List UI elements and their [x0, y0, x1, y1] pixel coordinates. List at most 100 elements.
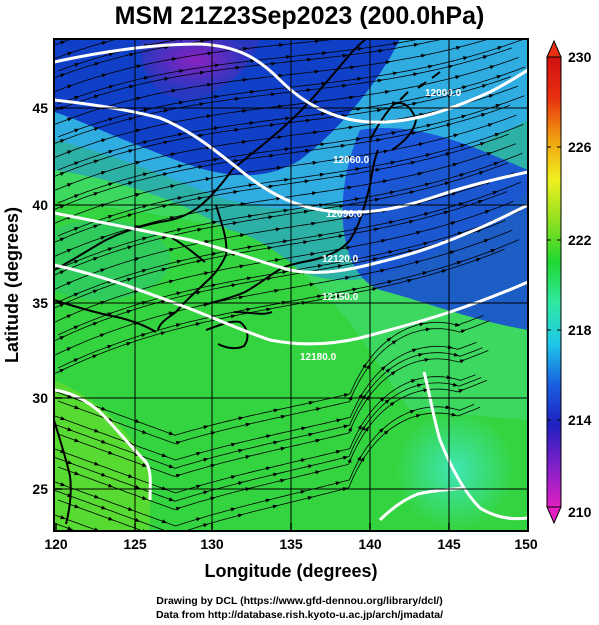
- wind-arrowhead: [315, 438, 321, 443]
- wind-arrowhead: [383, 149, 389, 154]
- wind-arrowhead: [365, 364, 371, 370]
- contour-label: 12000.0: [425, 88, 462, 99]
- wind-arrowhead: [107, 215, 114, 219]
- wind-arrowhead: [388, 250, 394, 255]
- credit-drawing: Drawing by DCL (https://www.gfd-dennou.o…: [156, 595, 443, 607]
- wind-streamline: [57, 39, 184, 72]
- wind-arrowhead: [203, 490, 209, 495]
- wind-arrowhead: [310, 252, 316, 257]
- wind-arrowhead: [74, 537, 79, 541]
- wind-streamline: [54, 172, 515, 291]
- wind-streamline: [54, 404, 475, 527]
- wind-arrowhead: [425, 153, 431, 158]
- wind-arrowhead: [490, 249, 496, 253]
- wind-arrowhead: [308, 27, 313, 31]
- wind-arrowhead: [197, 196, 203, 201]
- wind-arrowhead: [203, 425, 209, 430]
- wind-arrowhead: [457, 231, 463, 236]
- wind-arrowhead: [377, 78, 383, 83]
- wind-arrowhead: [93, 159, 100, 164]
- wind-arrowhead: [315, 407, 322, 412]
- wind-arrowhead: [101, 73, 107, 78]
- axis-ticks: [54, 107, 450, 531]
- wind-arrowhead: [66, 281, 72, 286]
- wind-arrowhead: [196, 451, 202, 456]
- wind-arrowhead: [347, 457, 352, 464]
- wind-arrowhead: [496, 75, 502, 79]
- wind-arrowhead: [203, 523, 209, 528]
- wind-arrowhead: [66, 314, 72, 319]
- wind-streamline: [54, 514, 100, 531]
- wind-arrowhead: [93, 192, 99, 196]
- wind-arrowhead: [497, 46, 503, 50]
- wind-streamline: [57, 181, 522, 303]
- wind-arrowhead: [196, 290, 202, 295]
- wind-arrowhead: [354, 197, 360, 202]
- wind-arrowhead: [278, 73, 284, 78]
- wind-streamline: [57, 152, 523, 270]
- wind-arrowhead: [357, 455, 362, 461]
- wind-arrowhead: [314, 69, 320, 74]
- wind-arrowhead: [343, 455, 349, 460]
- wind-arrowhead: [127, 213, 133, 218]
- wind-streamline: [57, 124, 524, 237]
- wind-arrowhead: [243, 46, 249, 51]
- wind-arrowhead: [459, 359, 465, 364]
- wind-arrowhead: [342, 83, 348, 88]
- wind-streamline: [57, 239, 520, 369]
- wind-arrowhead: [241, 140, 247, 145]
- wind-arrowhead: [385, 368, 391, 373]
- x-tick-label: 145: [437, 536, 461, 552]
- wind-arrowhead: [461, 114, 467, 119]
- wind-arrowhead: [242, 109, 248, 113]
- wind-arrowhead: [480, 142, 486, 146]
- wind-arrowhead: [59, 237, 65, 242]
- wind-arrowhead: [107, 345, 113, 349]
- colorbar-top-arrow: [546, 39, 562, 58]
- wind-arrowhead: [199, 102, 205, 107]
- wind-arrowhead: [74, 128, 80, 133]
- wind-arrowhead: [204, 271, 210, 276]
- wind-arrowhead: [74, 405, 80, 410]
- wind-arrowhead: [417, 383, 423, 388]
- wind-arrowhead: [134, 518, 141, 522]
- wind-streamline: [54, 104, 511, 211]
- wind-streamline: [54, 406, 481, 531]
- wind-arrowhead: [425, 327, 431, 332]
- wind-arrowhead: [357, 77, 363, 81]
- wind-arrowhead: [246, 307, 252, 312]
- contour-label: 12060.0: [333, 155, 370, 166]
- wind-arrowhead: [178, 132, 184, 137]
- wind-arrowhead: [142, 172, 149, 177]
- wind-arrowhead: [280, 414, 287, 419]
- wind-arrowhead: [486, 152, 493, 156]
- colorbar: 230 226 222 218 214 210: [546, 39, 592, 525]
- wind-arrowhead: [169, 247, 175, 252]
- y-tick-label: 35: [32, 295, 48, 311]
- wind-arrowhead: [318, 233, 324, 238]
- wind-arrowhead: [211, 252, 218, 256]
- wind-arrowhead: [199, 70, 205, 75]
- wind-streamline: [57, 379, 488, 510]
- colorbar-bottom-arrow: [546, 506, 562, 525]
- wind-arrowhead: [107, 247, 113, 252]
- wind-arrowhead: [60, 515, 66, 520]
- wind-arrowhead: [59, 270, 65, 275]
- wind-arrowhead: [409, 219, 415, 224]
- wind-arrowhead: [66, 347, 72, 352]
- wind-arrowhead: [134, 419, 141, 423]
- wind-arrowhead: [455, 46, 462, 50]
- wind-arrowhead: [309, 282, 315, 287]
- wind-arrowhead: [282, 239, 289, 244]
- x-tick-label: 120: [44, 536, 68, 552]
- wind-arrowhead: [246, 276, 253, 281]
- wind-arrowhead: [176, 291, 182, 296]
- wind-arrowhead: [73, 227, 80, 231]
- wind-arrowhead: [357, 46, 363, 51]
- wind-arrowhead: [384, 399, 390, 404]
- credit-data: Data from http://database.rish.kyoto-u.a…: [155, 609, 444, 621]
- wind-arrowhead: [92, 354, 98, 359]
- wind-arrowhead: [390, 160, 396, 165]
- wind-arrowhead: [480, 113, 487, 117]
